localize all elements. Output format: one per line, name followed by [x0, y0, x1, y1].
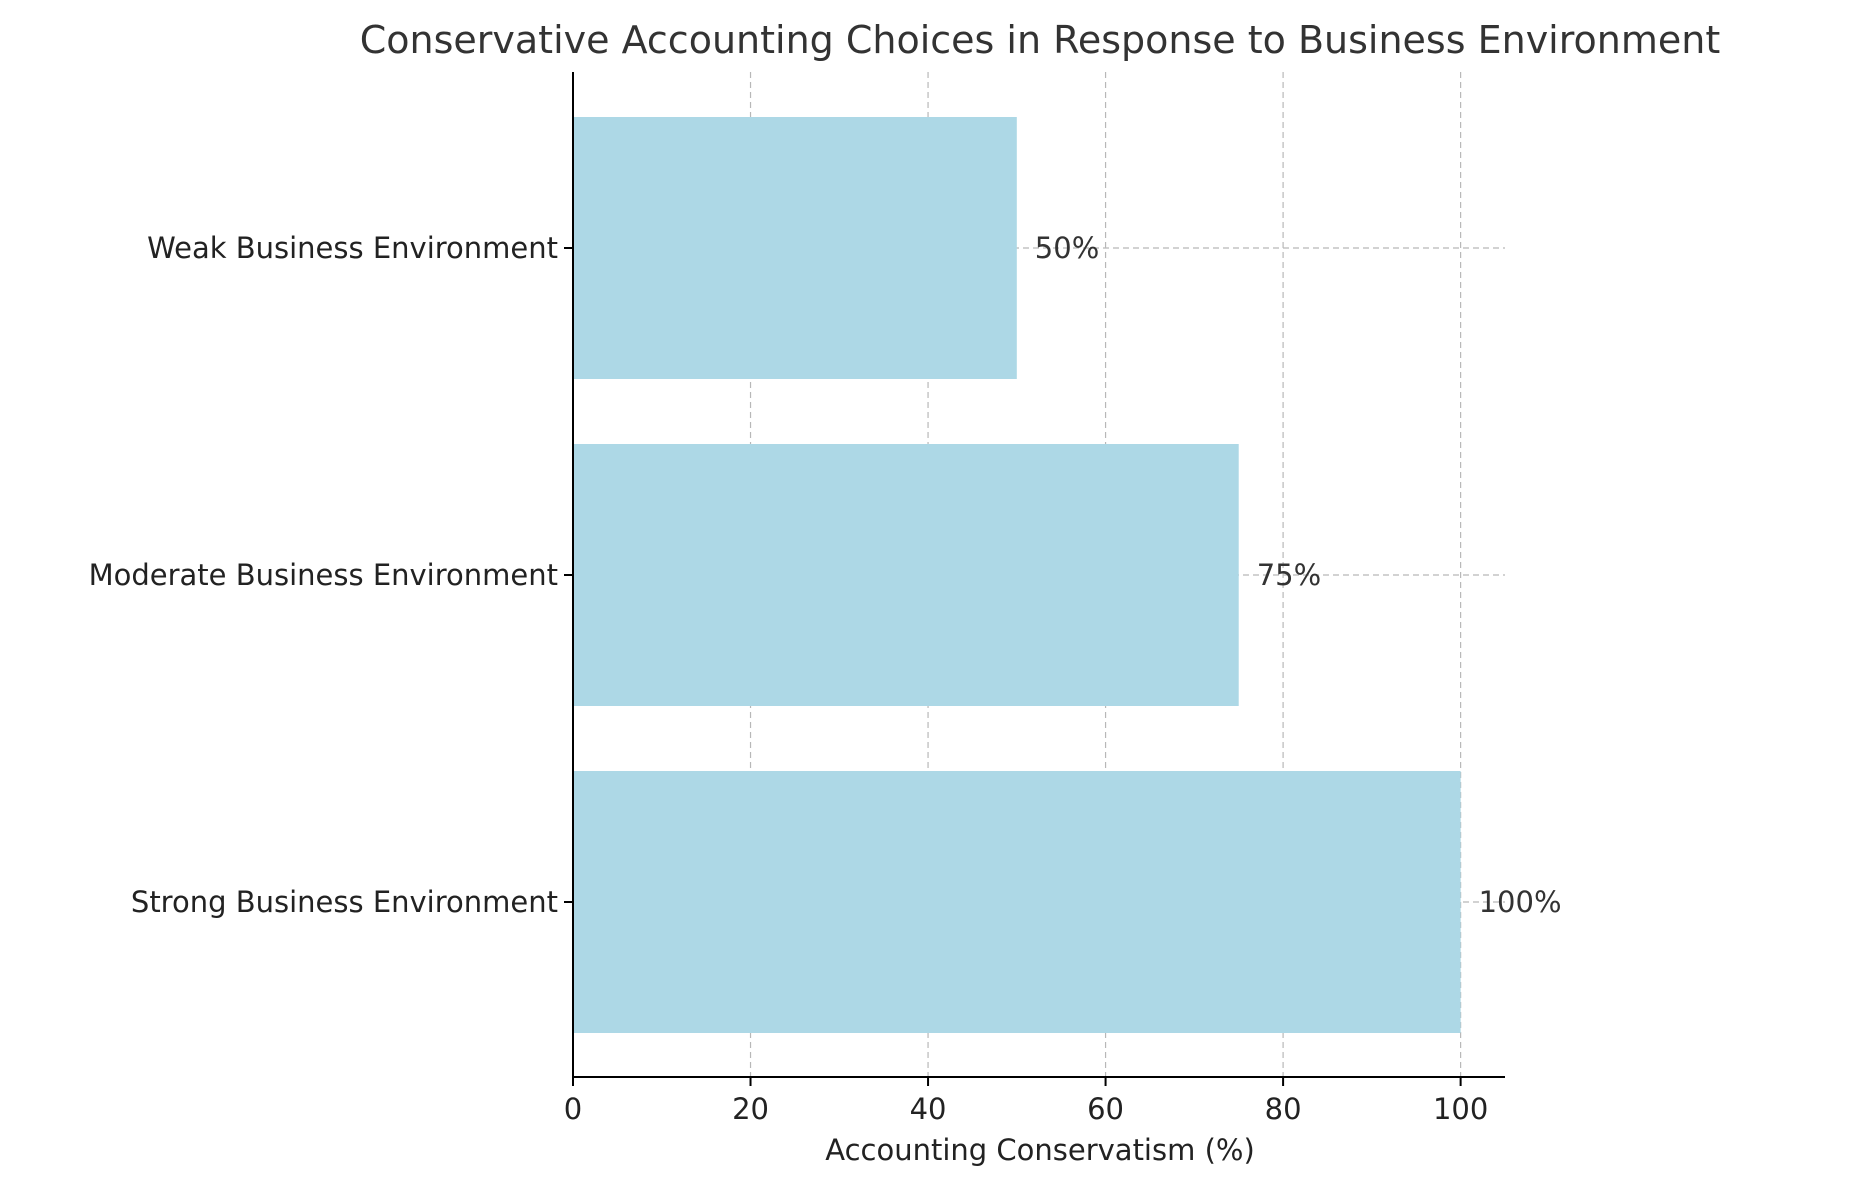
x-tick-label: 60	[1087, 1092, 1124, 1126]
chart-title: Conservative Accounting Choices in Respo…	[360, 18, 1721, 62]
bar	[573, 771, 1461, 1033]
x-tick-label: 100	[1433, 1092, 1488, 1126]
x-tick-label: 80	[1265, 1092, 1302, 1126]
x-axis-label: Accounting Conservatism (%)	[825, 1133, 1255, 1167]
data-label: 50%	[1035, 231, 1099, 265]
y-tick-label: Weak Business Environment	[147, 231, 558, 265]
x-tick-label: 40	[910, 1092, 947, 1126]
data-label: 100%	[1479, 885, 1562, 919]
bar	[573, 117, 1017, 379]
axes: 0 20 40 60 80 100 Strong Business Environment M…	[89, 72, 1505, 1126]
bars	[573, 117, 1461, 1033]
y-tick-label: Moderate Business Environment	[89, 558, 558, 592]
data-label: 75%	[1257, 558, 1321, 592]
x-tick-label: 20	[732, 1092, 769, 1126]
y-tick-label: Strong Business Environment	[131, 885, 558, 919]
data-labels: 100% 75% 50%	[1035, 231, 1562, 919]
x-tick-label: 0	[564, 1092, 582, 1126]
bar	[573, 444, 1239, 706]
